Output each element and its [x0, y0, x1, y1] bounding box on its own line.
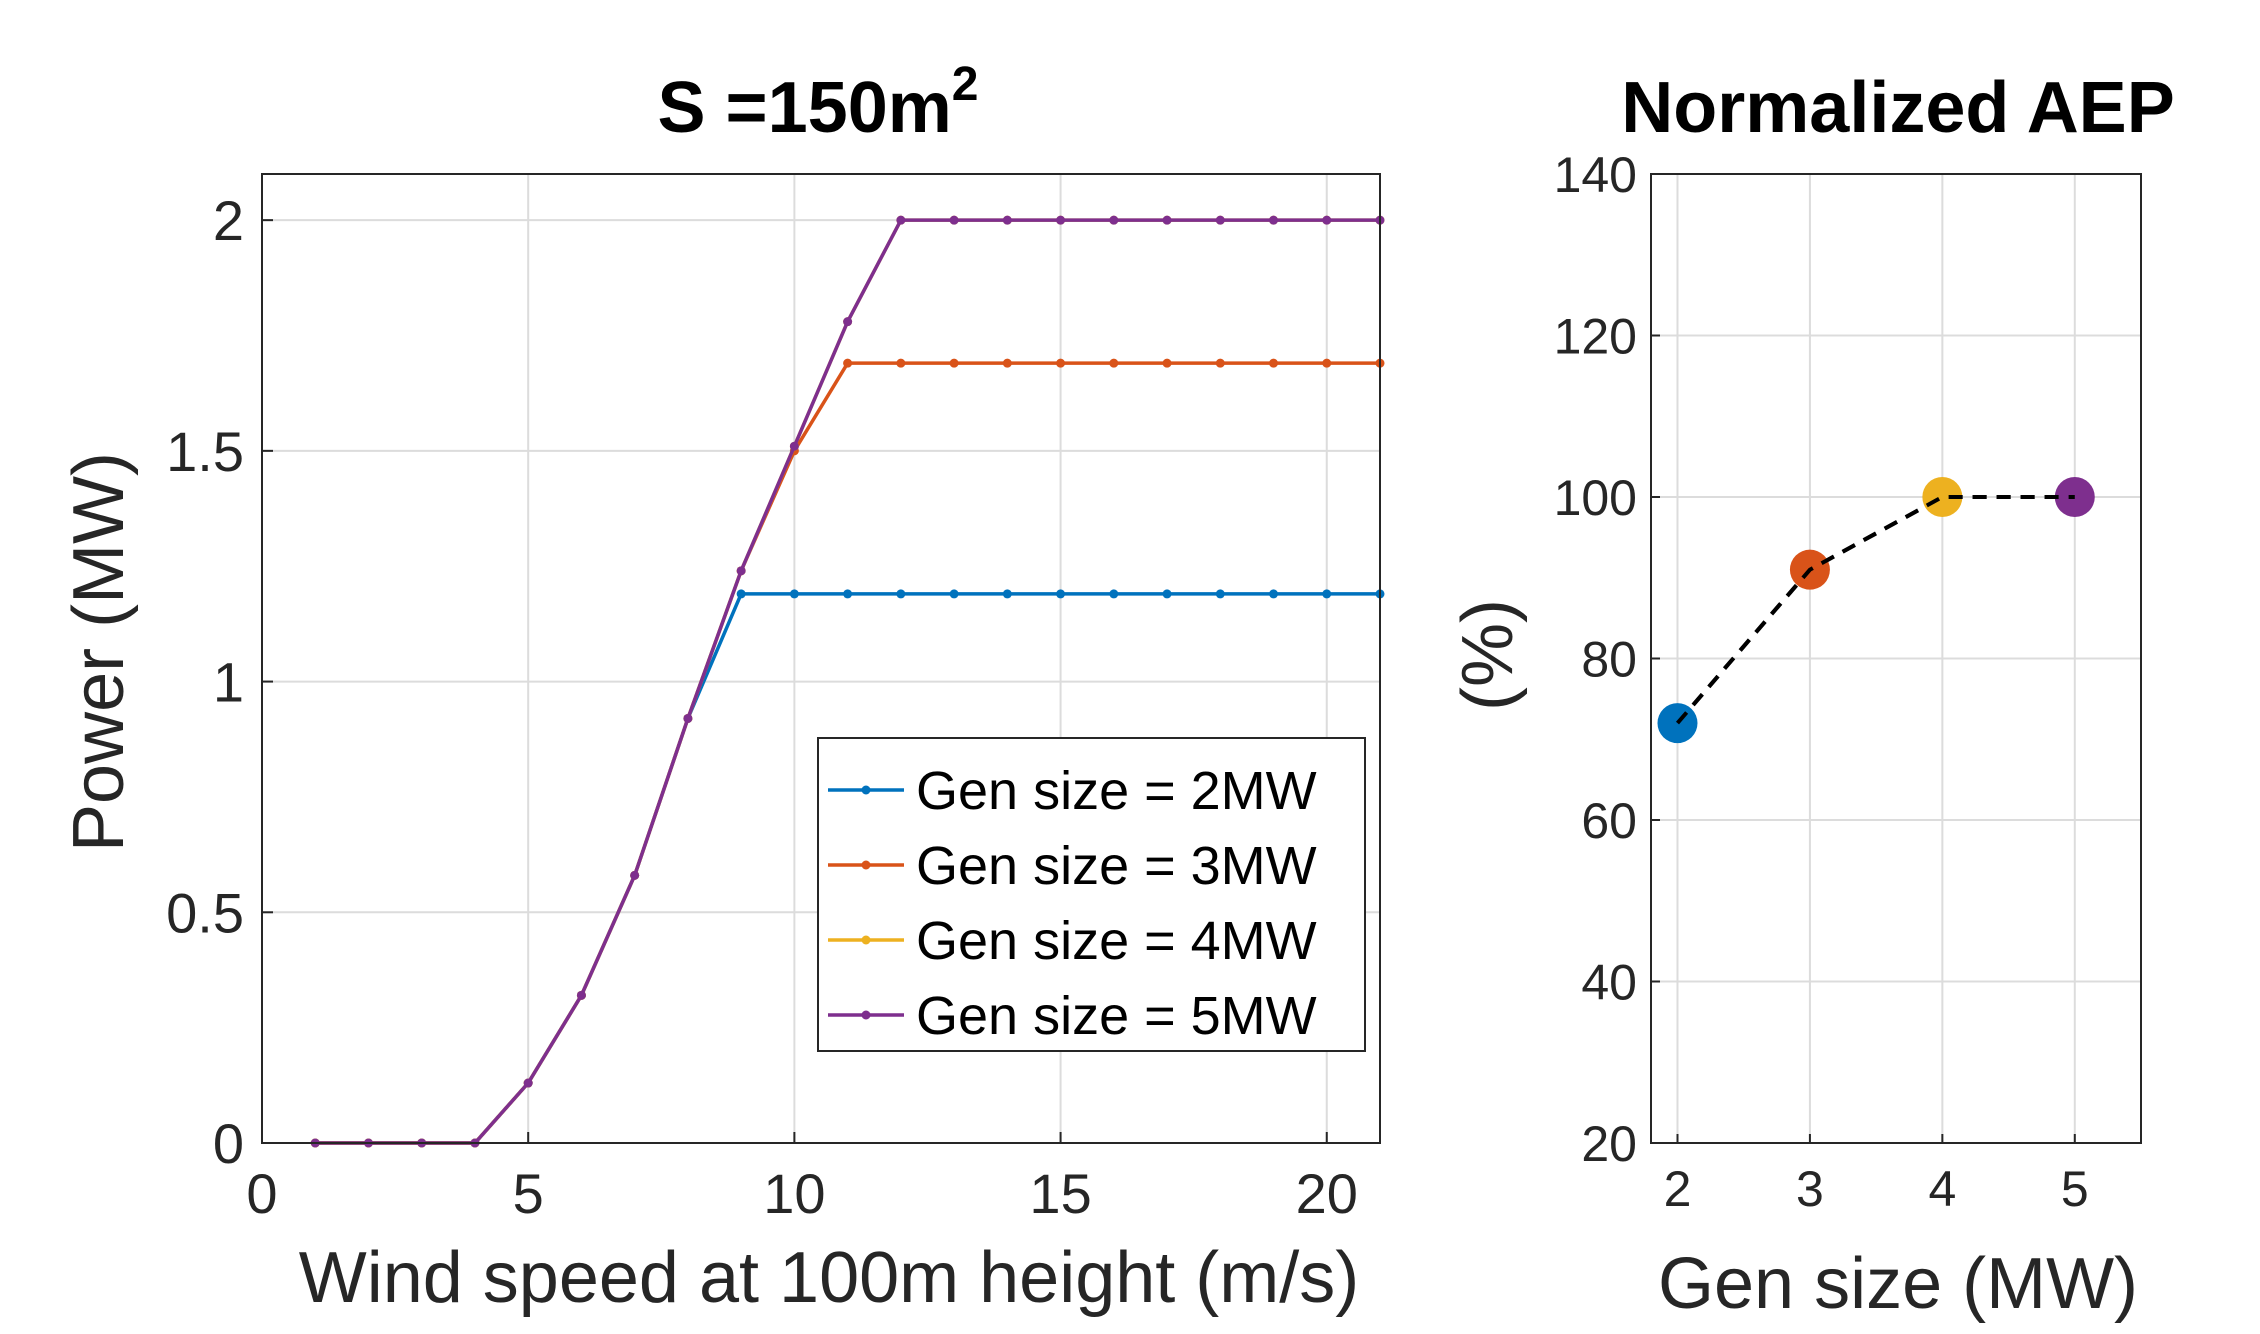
- x-tick-label: 0: [246, 1162, 277, 1225]
- power-curve-chart: S =150m2 0 5 10 15 20 00.511.52 Wind speed a…: [59, 58, 1385, 1318]
- data-point: [1109, 358, 1119, 368]
- data-point: [1215, 358, 1225, 368]
- legend-swatch-marker: [861, 1010, 871, 1020]
- power-chart-x-ticks: 0 5 10 15 20: [246, 1132, 1358, 1225]
- data-point: [1269, 589, 1279, 599]
- power-chart-legend: Gen size = 2MW Gen size = 3MW Gen size = 4…: [817, 737, 1366, 1052]
- data-point: [949, 589, 959, 599]
- x-tick-label: 5: [513, 1162, 544, 1225]
- legend-item: Gen size = 5MW: [828, 986, 1317, 1046]
- data-point: [843, 589, 853, 599]
- y-tick-label: 20: [1581, 1116, 1637, 1172]
- y-tick-label: 60: [1581, 793, 1637, 849]
- data-point: [1322, 215, 1332, 225]
- data-point: [1215, 215, 1225, 225]
- x-tick-label: 15: [1029, 1162, 1091, 1225]
- power-chart-series: [310, 215, 1385, 1148]
- data-point: [1322, 589, 1332, 599]
- power-chart-y-ticks: 0 0.5 1 1.5 2: [166, 189, 273, 1175]
- data-point: [736, 589, 746, 599]
- power-chart-title-superscript: 2: [952, 58, 979, 111]
- data-point: [1002, 358, 1012, 368]
- power-chart-y-axis-label: Power (MW): [59, 452, 139, 852]
- legend-swatch-marker: [861, 935, 871, 945]
- data-point: [949, 215, 959, 225]
- data-point: [1109, 589, 1119, 599]
- data-point: [523, 1078, 533, 1088]
- data-point: [576, 990, 586, 1000]
- aep-chart-series: [1657, 477, 2095, 744]
- data-point: [1215, 589, 1225, 599]
- power-chart-x-axis-label: Wind speed at 100m height (m/s): [299, 1238, 1360, 1318]
- legend-swatch-marker: [861, 860, 871, 870]
- legend-label: Gen size = 3MW: [916, 836, 1317, 896]
- data-point: [1162, 358, 1172, 368]
- data-point: [1162, 215, 1172, 225]
- data-point: [1322, 358, 1332, 368]
- data-point: [1162, 589, 1172, 599]
- data-point: [1002, 589, 1012, 599]
- y-tick-label: 1: [213, 651, 244, 714]
- data-point: [630, 870, 640, 880]
- data-point: [1109, 215, 1119, 225]
- x-tick-label: 5: [2061, 1161, 2089, 1217]
- legend-item: Gen size = 2MW: [828, 761, 1317, 821]
- aep-chart-grid: [1651, 173, 2141, 1144]
- y-tick-label: 80: [1581, 632, 1637, 688]
- data-point: [896, 358, 906, 368]
- data-point: [789, 441, 799, 451]
- data-point: [1269, 358, 1279, 368]
- data-point: [896, 215, 906, 225]
- aep-dashed-line: [1675, 495, 2075, 725]
- data-point: [1056, 215, 1066, 225]
- aep-chart-y-axis-label: (%): [1448, 599, 1528, 711]
- data-point: [949, 358, 959, 368]
- y-tick-label: 140: [1554, 147, 1637, 203]
- data-point: [1056, 358, 1066, 368]
- y-tick-label: 1.5: [166, 420, 244, 483]
- y-tick-label: 40: [1581, 955, 1637, 1011]
- aep-chart-x-axis-label: Gen size (MW): [1658, 1244, 2138, 1324]
- aep-chart-title: Normalized AEP: [1621, 68, 2174, 148]
- data-point: [1269, 215, 1279, 225]
- x-tick-label: 2: [1664, 1161, 1692, 1217]
- data-point: [843, 317, 853, 327]
- data-point: [896, 589, 906, 599]
- normalized-aep-chart: Normalized AEP 2 3 4 5 20 40 60 80 100 120 140 Ge…: [1448, 68, 2175, 1324]
- legend-label: Gen size = 2MW: [916, 761, 1317, 821]
- legend-label: Gen size = 4MW: [916, 911, 1317, 971]
- y-tick-label: 2: [213, 189, 244, 252]
- data-point: [1056, 589, 1066, 599]
- legend-label: Gen size = 5MW: [916, 986, 1317, 1046]
- legend-item: Gen size = 3MW: [828, 836, 1317, 896]
- power-chart-plot-area: [261, 173, 1381, 1144]
- data-point: [843, 358, 853, 368]
- aep-chart-x-ticks: 2 3 4 5: [1664, 1134, 2089, 1217]
- aep-chart-y-ticks: 20 40 60 80 100 120 140: [1554, 147, 1660, 1172]
- power-chart-title-text: S =150m: [658, 68, 952, 148]
- power-chart-title: S =150m2: [658, 58, 979, 148]
- aep-point-4mw: [1922, 477, 1963, 517]
- y-tick-label: 120: [1554, 309, 1637, 365]
- data-point: [736, 566, 746, 576]
- x-tick-label: 10: [763, 1162, 825, 1225]
- legend-swatch-marker: [861, 785, 871, 795]
- data-point: [683, 713, 693, 723]
- y-tick-label: 0.5: [166, 881, 244, 944]
- x-tick-label: 3: [1796, 1161, 1824, 1217]
- legend-box: [817, 737, 1366, 1052]
- x-tick-label: 4: [1928, 1161, 1956, 1217]
- y-tick-label: 100: [1554, 470, 1637, 526]
- data-point: [789, 589, 799, 599]
- legend-item: Gen size = 4MW: [828, 911, 1317, 971]
- x-tick-label: 20: [1296, 1162, 1358, 1225]
- y-tick-label: 0: [213, 1112, 244, 1175]
- data-point: [1002, 215, 1012, 225]
- aep-dashed-line-overlay: [1675, 495, 2075, 725]
